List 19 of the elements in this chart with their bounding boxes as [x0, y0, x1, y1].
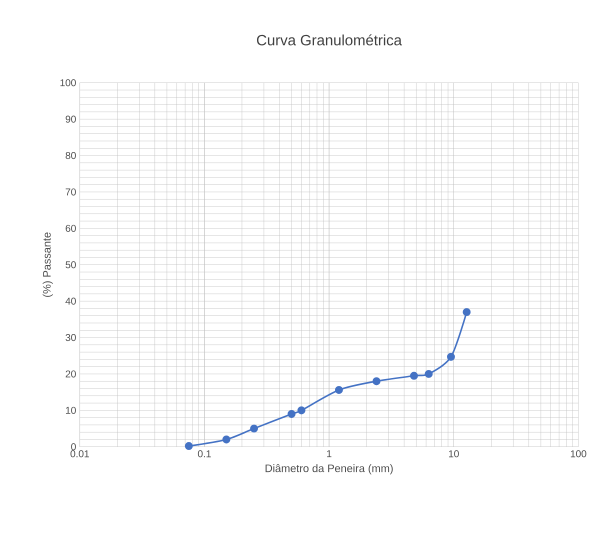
y-tick-label: 60 — [66, 225, 76, 232]
y-tick-label: 20 — [66, 370, 76, 378]
y-axis-title: (%) Passante — [42, 232, 53, 298]
y-tick-label: 50 — [66, 261, 76, 269]
x-tick-label: 0.01 — [70, 450, 89, 458]
y-tick-label: 80 — [66, 152, 76, 160]
chart-title: Curva Granulométrica — [256, 34, 402, 46]
x-tick-label: 10 — [448, 450, 459, 458]
y-tick-label: 0 — [71, 443, 76, 451]
y-tick-label: 10 — [66, 407, 76, 414]
x-tick-label: 0.1 — [198, 450, 211, 458]
y-tick-label: 100 — [60, 79, 76, 87]
y-tick-label: 40 — [65, 298, 76, 305]
x-tick-label: 1 — [327, 450, 332, 458]
y-tick-label: 70 — [66, 188, 76, 196]
x-axis-title: Diâmetro da Peneira (mm) — [266, 464, 393, 475]
x-tick-label: 100 — [570, 450, 586, 458]
y-tick-label: 90 — [66, 116, 76, 123]
y-tick-label: 30 — [66, 334, 76, 342]
